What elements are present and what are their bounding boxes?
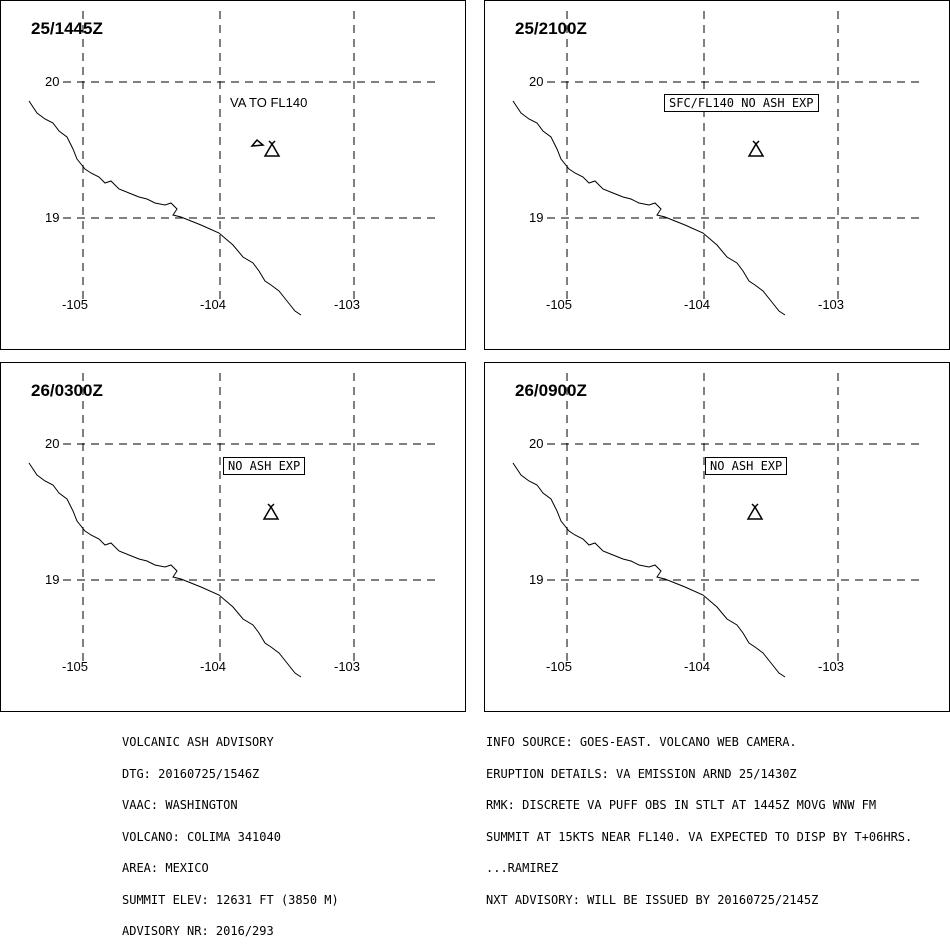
volcano-plume bbox=[751, 503, 759, 509]
lon-label-103: -103 bbox=[334, 659, 361, 674]
remarks-rmk: RMK: DISCRETE VA PUFF OBS IN STLT AT 144… bbox=[486, 798, 877, 812]
ash-cloud-label: NO ASH EXP bbox=[705, 457, 788, 475]
coastline bbox=[28, 100, 302, 316]
lon-label-105: -105 bbox=[62, 297, 89, 312]
forecast-panel-2: 25/2100Z 20 19 -105 -104 -103 SFC/FL140 … bbox=[484, 0, 950, 350]
map-graphics bbox=[28, 373, 439, 678]
remarks-info-source: INFO SOURCE: GOES-EAST. VOLCANO WEB CAME… bbox=[486, 735, 797, 749]
coastline bbox=[512, 100, 786, 316]
panel-time: 26/0900Z bbox=[515, 381, 587, 400]
ash-cloud-label: SFC/FL140 NO ASH EXP bbox=[664, 94, 819, 112]
map-graphics bbox=[512, 373, 923, 678]
forecast-panel-3: 26/0300Z 20 19 -105 -104 -103 NO ASH EXP bbox=[0, 362, 466, 712]
remarks-rmk-cont: SUMMIT AT 15KTS NEAR FL140. VA EXPECTED … bbox=[486, 829, 913, 844]
coastline bbox=[512, 462, 786, 678]
lon-label-104: -104 bbox=[684, 297, 711, 312]
advisory-title: VOLCANIC ASH ADVISORY bbox=[122, 735, 274, 749]
lat-label-19: 19 bbox=[529, 210, 544, 225]
lon-label-104: -104 bbox=[200, 659, 227, 674]
remarks-signature: ...RAMIREZ bbox=[486, 861, 559, 875]
lon-label-103: -103 bbox=[334, 297, 361, 312]
advisory-summit-elev: SUMMIT ELEV: 12631 FT (3850 M) bbox=[122, 892, 339, 907]
lon-label-104: -104 bbox=[200, 297, 227, 312]
volcano-plume bbox=[268, 140, 276, 146]
lat-label-19: 19 bbox=[45, 210, 60, 225]
volcano-cone bbox=[746, 505, 764, 520]
ash-cloud-label: VA TO FL140 bbox=[230, 95, 308, 110]
lat-label-20: 20 bbox=[529, 436, 544, 451]
panel-time: 26/0300Z bbox=[31, 381, 103, 400]
volcano-cone bbox=[263, 142, 281, 157]
panel-time: 25/2100Z bbox=[515, 19, 587, 38]
advisory-info: VOLCANIC ASH ADVISORY DTG: 20160725/1546… bbox=[122, 716, 339, 947]
remarks-eruption-details: ERUPTION DETAILS: VA EMISSION ARND 25/14… bbox=[486, 766, 797, 781]
advisory-vaac: VAAC: WASHINGTON bbox=[122, 798, 238, 812]
advisory-dtg: DTG: 20160725/1546Z bbox=[122, 766, 260, 781]
volcano-cone bbox=[747, 142, 765, 157]
map-graphics bbox=[512, 11, 923, 316]
volcano-cone bbox=[262, 505, 280, 520]
volcano-plume bbox=[267, 503, 275, 509]
forecast-panel-1: 25/1445Z 20 19 -105 -104 -103 VA TO FL14… bbox=[0, 0, 466, 350]
map-graphics bbox=[28, 11, 439, 316]
coastline bbox=[28, 462, 302, 678]
lat-label-20: 20 bbox=[45, 74, 60, 89]
lon-label-103: -103 bbox=[818, 297, 845, 312]
lon-label-103: -103 bbox=[818, 659, 845, 674]
advisory-volcano: VOLCANO: COLIMA 341040 bbox=[122, 829, 281, 844]
volcano-icon bbox=[746, 503, 764, 520]
remarks-info: INFO SOURCE: GOES-EAST. VOLCANO WEB CAME… bbox=[486, 716, 912, 916]
lon-label-104: -104 bbox=[684, 659, 711, 674]
lat-label-20: 20 bbox=[529, 74, 544, 89]
ash-puff-icon bbox=[250, 138, 265, 147]
volcano-plume bbox=[752, 140, 760, 146]
lon-label-105: -105 bbox=[62, 659, 89, 674]
forecast-panel-4: 26/0900Z 20 19 -105 -104 -103 NO ASH EXP bbox=[484, 362, 950, 712]
panel-time: 25/1445Z bbox=[31, 19, 103, 38]
lat-label-19: 19 bbox=[529, 572, 544, 587]
remarks-next-advisory: NXT ADVISORY: WILL BE ISSUED BY 20160725… bbox=[486, 892, 819, 907]
lat-label-19: 19 bbox=[45, 572, 60, 587]
advisory-number: ADVISORY NR: 2016/293 bbox=[122, 924, 274, 938]
volcano-icon bbox=[263, 140, 281, 157]
ash-cloud-label: NO ASH EXP bbox=[223, 457, 306, 475]
volcano-icon bbox=[262, 503, 280, 520]
advisory-area: AREA: MEXICO bbox=[122, 861, 209, 875]
lon-label-105: -105 bbox=[546, 297, 573, 312]
lat-label-20: 20 bbox=[45, 436, 60, 451]
lon-label-105: -105 bbox=[546, 659, 573, 674]
volcano-icon bbox=[747, 140, 765, 157]
